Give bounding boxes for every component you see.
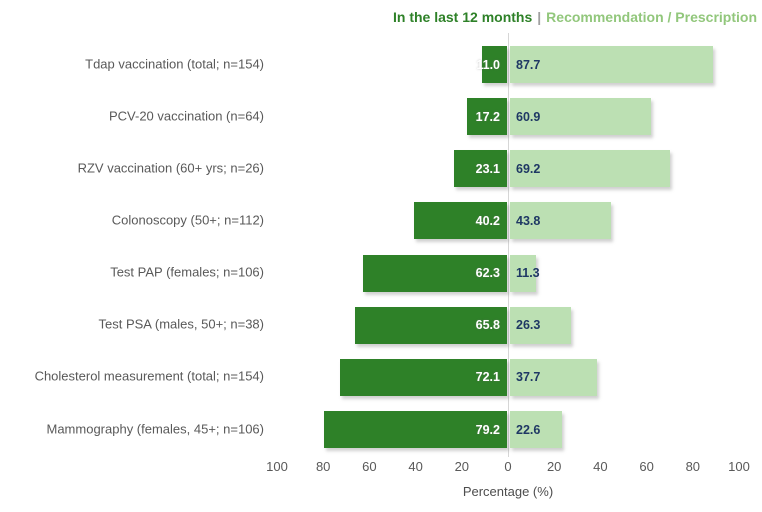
category-label: Test PSA (males, 50+; n=38) bbox=[98, 316, 264, 332]
category-label: Colonoscopy (50+; n=112) bbox=[111, 212, 264, 228]
value-label-last-12-months: 65.8 bbox=[475, 318, 500, 333]
chart-row: RZV vaccination (60+ yrs; n=26) 23.1 69.2 bbox=[0, 150, 762, 188]
value-label-recommendation: 60.9 bbox=[516, 109, 541, 124]
bar-recommendation-prescription bbox=[510, 202, 612, 240]
bar-last-12-months bbox=[340, 358, 507, 396]
chart-row: Test PSA (males, 50+; n=38) 65.8 26.3 bbox=[0, 306, 762, 344]
bar-last-12-months bbox=[323, 411, 507, 449]
value-label-last-12-months: 11.0 bbox=[476, 57, 500, 72]
value-label-last-12-months: 62.3 bbox=[475, 266, 500, 281]
bar-recommendation-prescription bbox=[510, 98, 651, 136]
bar-last-12-months bbox=[413, 202, 507, 240]
bar-last-12-months bbox=[354, 306, 507, 344]
bar-recommendation-prescription bbox=[510, 150, 671, 188]
bar-recommendation-prescription bbox=[510, 358, 598, 396]
category-label: RZV vaccination (60+ yrs; n=26) bbox=[77, 160, 264, 176]
x-axis-tick: 80 bbox=[315, 459, 331, 474]
x-axis-tick: 0 bbox=[504, 459, 512, 474]
x-axis-title: Percentage (%) bbox=[462, 484, 554, 499]
chart-row: PCV-20 vaccination (n=64) 17.2 60.9 bbox=[0, 98, 762, 136]
chart-row: Tdap vaccination (total; n=154) 11.0 87.7 bbox=[0, 46, 762, 83]
x-axis-tick: 20 bbox=[454, 459, 470, 474]
category-label: Mammography (females, 45+; n=106) bbox=[46, 421, 265, 437]
value-label-recommendation: 69.2 bbox=[516, 161, 541, 176]
chart-row: Test PAP (females; n=106) 62.3 11.3 bbox=[0, 254, 762, 292]
value-label-last-12-months: 72.1 bbox=[475, 370, 500, 385]
value-label-last-12-months: 40.2 bbox=[475, 213, 500, 228]
category-label: Tdap vaccination (total; n=154) bbox=[85, 56, 264, 72]
legend-recommendation-label: Recommendation / Prescription bbox=[546, 9, 757, 25]
value-label-recommendation: 26.3 bbox=[516, 318, 541, 333]
x-axis-tick: 20 bbox=[546, 459, 562, 474]
bar-recommendation-prescription bbox=[510, 411, 563, 449]
x-axis-tick: 60 bbox=[639, 459, 654, 474]
x-axis-tick: 40 bbox=[593, 459, 608, 474]
category-label: Cholesterol measurement (total; n=154) bbox=[34, 368, 264, 384]
category-label: Test PAP (females; n=106) bbox=[110, 264, 264, 280]
chart-row: Mammography (females, 45+; n=106) 79.2 22.… bbox=[0, 411, 762, 449]
bar-last-12-months bbox=[467, 98, 507, 136]
legend-separator: | bbox=[537, 9, 542, 25]
value-label-recommendation: 37.7 bbox=[516, 370, 541, 385]
x-axis-tick: 80 bbox=[685, 459, 701, 474]
bar-recommendation-prescription bbox=[510, 306, 571, 344]
zero-axis-line bbox=[508, 33, 509, 457]
category-label: PCV-20 vaccination (n=64) bbox=[108, 108, 264, 124]
value-label-recommendation: 11.3 bbox=[516, 266, 540, 281]
bar-last-12-months bbox=[362, 254, 507, 292]
value-label-recommendation: 22.6 bbox=[516, 422, 541, 437]
value-label-last-12-months: 17.2 bbox=[475, 109, 500, 124]
value-label-last-12-months: 23.1 bbox=[475, 161, 500, 176]
bar-recommendation-prescription bbox=[510, 254, 537, 292]
x-axis-tick: 60 bbox=[362, 459, 377, 474]
bar-last-12-months bbox=[453, 150, 507, 188]
x-axis-tick: 100 bbox=[266, 459, 288, 474]
bar-recommendation-prescription bbox=[510, 46, 714, 83]
x-axis-tick: 40 bbox=[408, 459, 423, 474]
chart-legend: In the last 12 months | Recommendation / P… bbox=[393, 9, 757, 25]
bar-last-12-months bbox=[481, 46, 507, 83]
value-label-recommendation: 87.7 bbox=[516, 57, 541, 72]
value-label-last-12-months: 79.2 bbox=[475, 422, 500, 437]
x-axis-tick: 100 bbox=[728, 459, 750, 474]
chart-row: Colonoscopy (50+; n=112) 40.2 43.8 bbox=[0, 202, 762, 240]
chart-row: Cholesterol measurement (total; n=154) 72… bbox=[0, 358, 762, 396]
legend-last-12-months-label: In the last 12 months bbox=[393, 9, 533, 25]
value-label-recommendation: 43.8 bbox=[516, 213, 541, 228]
